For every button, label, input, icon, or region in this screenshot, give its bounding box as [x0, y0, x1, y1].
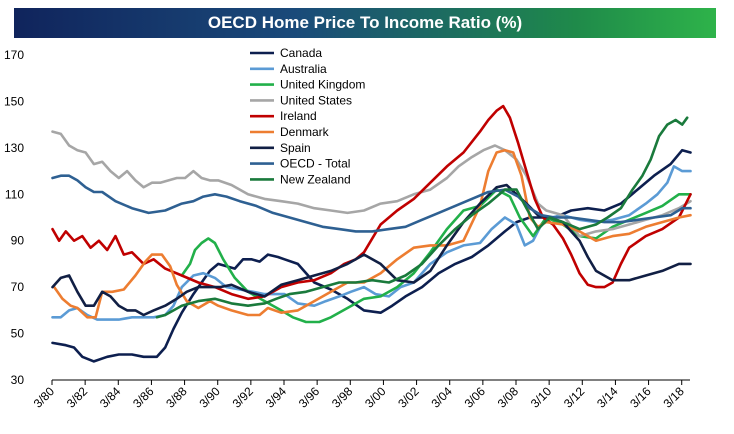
legend-label-spain: Spain	[280, 141, 311, 155]
legend-label-united-states: United States	[280, 93, 352, 107]
x-tick-label: 3/84	[97, 384, 124, 411]
y-tick-label: 150	[4, 94, 24, 108]
x-tick-label: 3/00	[362, 384, 389, 411]
y-tick-label: 30	[11, 373, 25, 387]
series-line-new-zealand	[155, 116, 689, 319]
x-tick-label: 3/86	[130, 384, 157, 411]
x-tick-label: 3/08	[495, 384, 522, 411]
x-tick-label: 3/04	[428, 384, 455, 411]
x-tick-label: 3/98	[329, 384, 356, 411]
x-tick-label: 3/82	[64, 384, 91, 411]
legend-label-new-zealand: New Zealand	[280, 172, 351, 186]
x-tick-label: 3/18	[660, 384, 687, 411]
x-tick-label: 3/14	[594, 384, 621, 411]
x-tick-label: 3/12	[561, 384, 588, 411]
x-tick-label: 3/10	[528, 384, 555, 411]
x-tick-label: 3/92	[230, 384, 257, 411]
series-line-united-kingdom	[180, 188, 692, 324]
legend-label-united-kingdom: United Kingdom	[280, 78, 365, 92]
x-tick-label: 3/88	[163, 384, 190, 411]
y-tick-label: 110	[5, 187, 24, 201]
series-line-spain	[51, 183, 692, 317]
y-tick-label: 70	[11, 280, 25, 294]
series-line-canada	[51, 148, 692, 363]
y-tick-label: 50	[11, 327, 25, 341]
legend-label-denmark: Denmark	[280, 125, 330, 139]
series-line-united-states	[51, 130, 692, 238]
legend-label-ireland: Ireland	[280, 109, 317, 123]
legend-label-australia: Australia	[280, 62, 327, 76]
x-tick-label: 3/90	[196, 384, 223, 411]
chart-title: OECD Home Price To Income Ratio (%)	[14, 8, 716, 38]
legend-label-oecd-total: OECD - Total	[280, 157, 350, 171]
x-tick-label: 3/02	[395, 384, 422, 411]
x-tick-label: 3/16	[627, 384, 654, 411]
y-tick-label: 170	[4, 48, 24, 62]
legend-label-canada: Canada	[280, 46, 322, 60]
series-line-denmark	[52, 148, 692, 319]
x-tick-label: 3/96	[296, 384, 323, 411]
y-tick-label: 130	[4, 141, 24, 155]
x-tick-label: 3/94	[263, 384, 290, 411]
series-line-oecd-total	[51, 174, 692, 233]
y-tick-label: 90	[11, 234, 25, 248]
x-tick-label: 3/06	[462, 384, 489, 411]
x-tick-label: 3/80	[31, 384, 58, 411]
series-line-ireland	[51, 104, 692, 301]
